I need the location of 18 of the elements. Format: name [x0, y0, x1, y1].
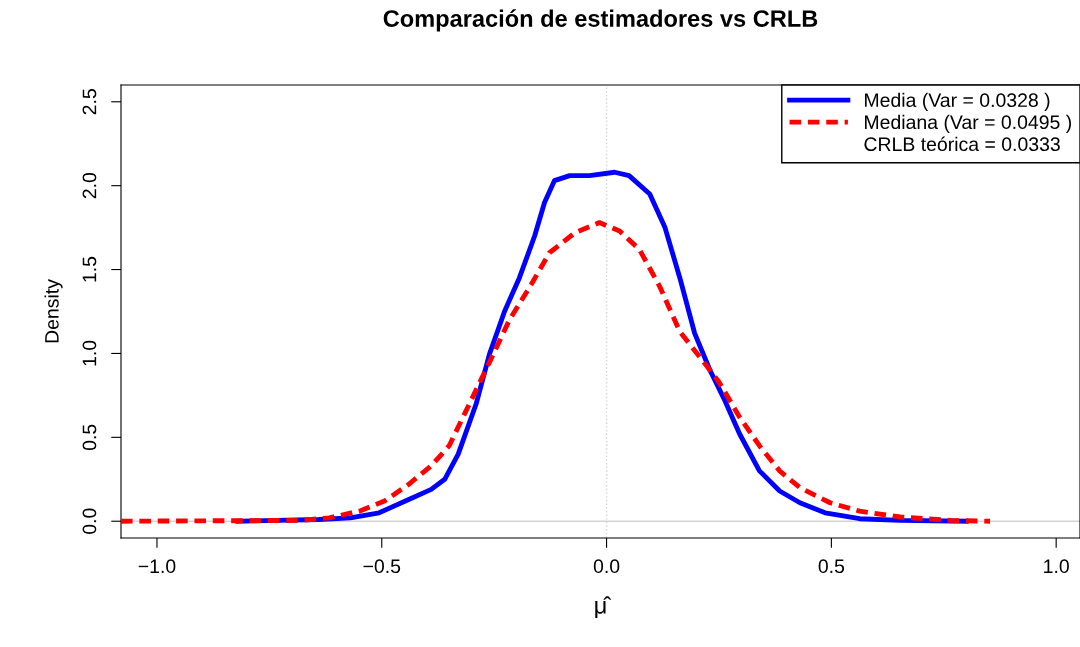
y-tick-label: 0.5	[82, 424, 97, 451]
y-tick-label: 2.0	[82, 172, 97, 199]
x-axis-title: μ̂	[595, 596, 612, 619]
x-tick-label: 0.0	[593, 559, 620, 574]
x-tick-label: 0.5	[818, 559, 845, 574]
annotation: CRLB teórica = 0.0333	[864, 136, 1060, 152]
y-axis-title: Density	[44, 279, 63, 343]
x-tick-label: 1.0	[1044, 559, 1069, 574]
line-series	[121, 220, 993, 524]
legend-label: Media (Var = 0.0328 )	[865, 92, 1050, 111]
chart-title: Comparación de estimadores vs CRLB	[383, 9, 818, 32]
y-tick-label: 2.5	[82, 89, 97, 115]
y-tick-label: 1.5	[82, 256, 97, 282]
y-tick-label: 1.0	[82, 340, 97, 366]
x-tick-label: −0.5	[363, 559, 401, 574]
x-tick-label: −1.0	[138, 559, 176, 574]
y-tick-label: 0.0	[82, 508, 97, 534]
legend-label: Mediana (Var = 0.0495 )	[865, 114, 1072, 133]
